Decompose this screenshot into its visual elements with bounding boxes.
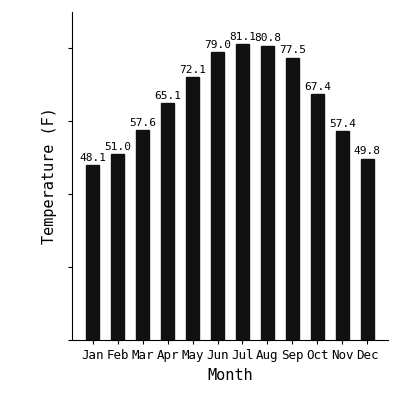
Text: 72.1: 72.1 [179, 65, 206, 75]
Bar [236, 44, 249, 340]
Text: 49.8: 49.8 [354, 146, 381, 156]
Text: 80.8: 80.8 [254, 33, 281, 43]
Text: 65.1: 65.1 [154, 90, 181, 100]
Text: 57.6: 57.6 [129, 118, 156, 128]
Bar [311, 94, 324, 340]
Bar [186, 77, 199, 340]
Bar [361, 158, 374, 340]
Text: 77.5: 77.5 [279, 45, 306, 55]
Bar [161, 103, 174, 340]
Bar [136, 130, 149, 340]
Bar [211, 52, 224, 340]
Bar [336, 131, 349, 340]
Y-axis label: Temperature (F): Temperature (F) [42, 108, 58, 244]
Bar [111, 154, 124, 340]
X-axis label: Month: Month [207, 368, 253, 382]
Text: 48.1: 48.1 [79, 152, 106, 162]
Text: 81.1: 81.1 [229, 32, 256, 42]
Bar [286, 58, 299, 340]
Bar [261, 46, 274, 340]
Text: 67.4: 67.4 [304, 82, 331, 92]
Text: 51.0: 51.0 [104, 142, 131, 152]
Text: 57.4: 57.4 [329, 119, 356, 129]
Bar [86, 165, 99, 340]
Text: 79.0: 79.0 [204, 40, 231, 50]
